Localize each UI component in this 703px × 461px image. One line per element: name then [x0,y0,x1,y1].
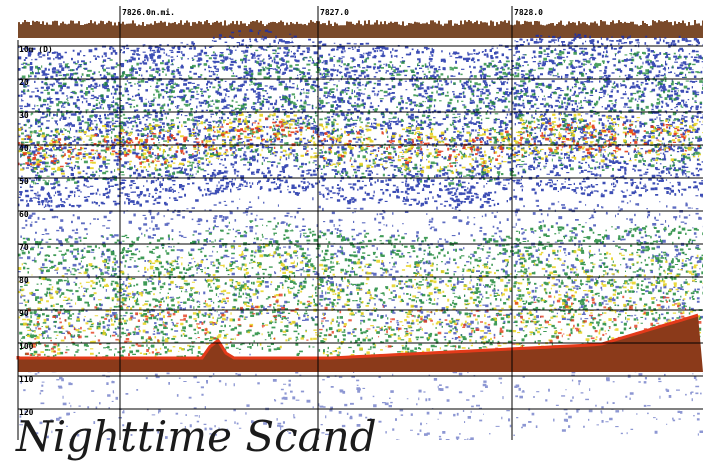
caption-text: Nighttime Scand [16,412,377,461]
depth-tick: 30 [19,111,29,120]
distance-mark: 7826.0n.mi. [122,7,175,17]
depth-tick: 60 [19,210,29,219]
depth-tick: 50 [19,177,29,186]
depth-unit-label: 10m (D) [19,45,53,54]
seabed-echo [16,313,703,372]
depth-tick: 40 [19,144,29,153]
depth-axis: 10m (D) 20 30 40 50 60 70 80 90 100 110 … [19,45,53,417]
depth-tick: 70 [19,243,29,252]
echogram: 7826.0n.mi. 7827.0 7828.0 10m (D) 20 30 … [16,6,703,440]
grid [17,6,703,440]
distance-axis: 7826.0n.mi. 7827.0 7828.0 [122,7,543,17]
depth-tick: 120 [19,408,34,417]
depth-tick: 100 [19,342,34,351]
distance-mark: 7827.0 [320,8,349,17]
depth-tick: 110 [19,375,34,384]
distance-mark: 7828.0 [514,8,543,17]
depth-tick: 20 [19,78,29,87]
depth-tick: 90 [19,309,29,318]
echo-returns [18,20,703,440]
depth-tick: 80 [19,276,29,285]
